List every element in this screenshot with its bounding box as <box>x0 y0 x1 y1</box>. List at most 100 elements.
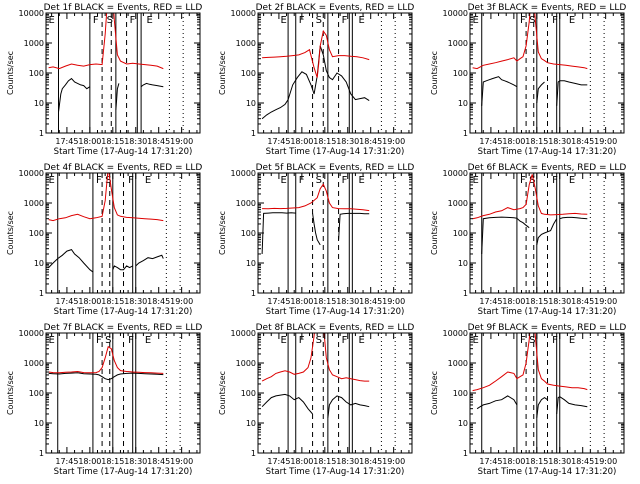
y-tick-label: 10000 <box>19 9 44 18</box>
plot-frame <box>46 333 200 453</box>
region-label: S <box>316 15 322 26</box>
region-label: S <box>105 335 111 346</box>
region-label: F <box>520 15 526 26</box>
region-label: E <box>358 15 364 26</box>
y-tick-label: 1 <box>39 289 44 298</box>
y-tick-label: 10 <box>246 419 256 428</box>
y-tick-label: 10 <box>458 259 468 268</box>
marker-lines <box>288 333 395 453</box>
plot-frame <box>258 173 412 293</box>
plot-frame <box>258 13 412 133</box>
events-series-line <box>262 213 296 254</box>
panel-title: Det 9f BLACK = Events, RED = LLD <box>468 323 627 333</box>
x-axis-label: Start Time (17-Aug-14 17:31:20) <box>266 307 405 317</box>
y-tick-label: 10000 <box>19 329 44 338</box>
x-tick-label: 18:30 <box>336 457 359 466</box>
region-label: E <box>145 175 151 186</box>
x-tick-label: 17:45 <box>55 457 78 466</box>
events-series-line <box>113 266 133 270</box>
region-label: E <box>569 175 575 186</box>
region-label: F <box>552 335 558 346</box>
region-label: S <box>316 335 322 346</box>
y-tick-label: 1 <box>463 289 468 298</box>
events-series-line <box>557 397 588 414</box>
x-tick-label: 18:30 <box>124 137 147 146</box>
x-tick-label: 18:30 <box>548 457 571 466</box>
y-tick-label: 10000 <box>443 169 468 178</box>
x-tick-label: 18:00 <box>502 457 525 466</box>
lld-series-line <box>262 184 369 210</box>
events-series-line <box>537 82 545 103</box>
x-axis-label: Start Time (17-Aug-14 17:31:20) <box>478 147 617 157</box>
x-tick-label: 18:30 <box>124 457 147 466</box>
x-tick-label: 18:15 <box>101 297 124 306</box>
y-axis-label: Counts/sec <box>218 371 227 415</box>
region-label: E <box>146 15 152 26</box>
data-series <box>49 347 164 380</box>
region-label: E <box>473 335 479 346</box>
y-axis-label: Counts/sec <box>218 211 227 255</box>
data-series <box>262 184 369 254</box>
x-tick-label: 18:00 <box>290 297 313 306</box>
x-tick-label: 18:00 <box>78 137 101 146</box>
region-label: F <box>520 175 526 186</box>
y-tick-label: 10 <box>34 99 44 108</box>
y-tick-label: 100 <box>241 389 256 398</box>
y-tick-label: 100 <box>453 389 468 398</box>
x-tick-label: 18:00 <box>502 297 525 306</box>
x-tick-label: 19:00 <box>170 137 193 146</box>
y-axis-label: Counts/sec <box>6 371 15 415</box>
x-tick-label: 18:00 <box>502 137 525 146</box>
region-label: S <box>107 15 113 26</box>
plot-frame <box>46 173 200 293</box>
y-axis-label: Counts/sec <box>6 51 15 95</box>
y-tick-label: 1 <box>251 289 256 298</box>
x-tick-label: 17:45 <box>55 297 78 306</box>
plot-frame <box>470 333 624 453</box>
y-tick-label: 1 <box>251 449 256 458</box>
x-tick-label: 18:45 <box>359 137 382 146</box>
region-label: E <box>569 15 575 26</box>
plot-frame <box>470 13 624 133</box>
x-tick-label: 18:30 <box>124 297 147 306</box>
y-tick-label: 10000 <box>231 9 256 18</box>
x-tick-label: 18:30 <box>548 137 571 146</box>
y-tick-label: 10 <box>458 419 468 428</box>
region-label: E <box>49 335 55 346</box>
events-series-line <box>49 373 164 380</box>
region-label: E <box>280 335 286 346</box>
plot-frame <box>258 333 412 453</box>
marker-lines <box>482 173 604 293</box>
marker-lines <box>482 333 604 453</box>
y-tick-label: 1000 <box>448 39 468 48</box>
x-tick-label: 18:00 <box>290 457 313 466</box>
region-label: F <box>130 15 136 26</box>
x-tick-label: 19:00 <box>594 297 617 306</box>
events-series-line <box>141 83 163 86</box>
plot-frame <box>46 13 200 133</box>
events-series-line <box>339 213 353 239</box>
region-label: E <box>49 15 55 26</box>
panel-title: Det 6f BLACK = Events, RED = LLD <box>468 163 627 173</box>
x-tick-label: 19:00 <box>382 137 405 146</box>
y-tick-label: 1000 <box>236 39 256 48</box>
lld-series-line <box>49 347 164 374</box>
events-series-line <box>262 394 313 414</box>
region-label: S <box>529 335 535 346</box>
y-tick-label: 10 <box>34 259 44 268</box>
events-series-line <box>537 219 557 245</box>
x-tick-label: 18:45 <box>147 137 170 146</box>
plot-frame <box>470 173 624 293</box>
x-axis-label: Start Time (17-Aug-14 17:31:20) <box>54 307 193 317</box>
x-tick-label: 17:45 <box>267 457 290 466</box>
y-axis-label: Counts/sec <box>6 211 15 255</box>
y-tick-label: 1 <box>251 129 256 138</box>
y-tick-label: 100 <box>29 229 44 238</box>
region-label: S <box>316 175 322 186</box>
region-label: F <box>520 335 526 346</box>
